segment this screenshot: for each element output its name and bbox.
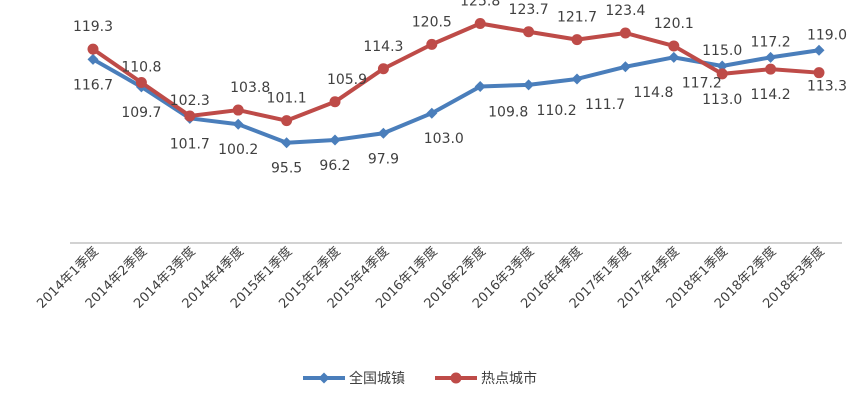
data-label: 109.8	[488, 104, 528, 120]
data-label: 103.0	[424, 131, 464, 147]
data-point	[135, 77, 147, 89]
data-point	[426, 38, 438, 50]
data-point	[87, 53, 99, 65]
data-label: 119.3	[73, 19, 113, 35]
legend-label: 全国城镇	[349, 370, 405, 387]
data-label: 95.5	[271, 161, 302, 177]
data-point	[813, 67, 825, 79]
data-point	[232, 104, 244, 116]
data-point	[377, 63, 389, 75]
series-layer	[87, 18, 825, 149]
data-point	[474, 18, 486, 30]
data-label: 101.7	[170, 136, 210, 152]
data-label: 101.1	[267, 91, 307, 107]
series-line-2	[91, 21, 820, 123]
data-label: 102.3	[170, 93, 210, 109]
legend-label: 热点城市	[481, 370, 537, 387]
data-label: 113.0	[702, 92, 742, 108]
data-label: 109.7	[121, 105, 161, 121]
data-label: 110.2	[537, 103, 577, 119]
data-label: 116.7	[73, 77, 113, 93]
data-point	[619, 61, 631, 73]
legend-marker	[450, 372, 462, 384]
data-label: 114.2	[751, 87, 791, 103]
data-label: 115.0	[702, 43, 742, 59]
data-label: 100.2	[218, 142, 258, 158]
data-point	[668, 51, 680, 63]
legend-marker	[318, 372, 330, 384]
data-label: 123.7	[509, 2, 549, 18]
data-point	[716, 68, 728, 80]
data-point	[619, 27, 631, 39]
data-point	[232, 118, 244, 130]
data-label: 96.2	[319, 158, 350, 174]
data-point	[329, 96, 341, 108]
x-tick-layer: 2014年1季度2014年2季度2014年3季度2014年4季度2015年1季度…	[34, 244, 828, 312]
data-point	[329, 134, 341, 146]
data-label: 125.8	[460, 0, 500, 10]
data-point	[281, 137, 293, 149]
data-label: 119.0	[807, 27, 847, 43]
legend: 全国城镇 热点城市	[303, 370, 537, 387]
data-label: 120.5	[412, 14, 452, 30]
data-label: 111.7	[585, 97, 625, 113]
data-label-layer: 116.7 109.7 101.7 100.2 95.5 96.2 97.9 103.0 109…	[73, 0, 847, 177]
data-label: 120.1	[654, 16, 694, 32]
data-point	[523, 26, 535, 38]
data-label: 123.4	[605, 3, 645, 19]
data-point	[523, 79, 535, 91]
data-label: 121.7	[557, 10, 597, 26]
data-label: 117.2	[751, 34, 791, 50]
data-point	[281, 115, 293, 127]
data-point	[474, 80, 486, 92]
data-point	[571, 73, 583, 85]
data-point	[716, 60, 728, 72]
data-label: 117.2	[682, 75, 722, 91]
data-label: 114.3	[363, 39, 403, 55]
data-point	[87, 43, 99, 55]
data-point	[765, 63, 777, 75]
data-point	[571, 34, 583, 46]
data-label: 113.3	[807, 79, 847, 95]
data-label: 97.9	[368, 151, 399, 167]
data-point	[426, 107, 438, 119]
data-point	[377, 127, 389, 139]
data-point	[668, 40, 680, 52]
data-label: 110.8	[121, 60, 161, 76]
data-label: 114.8	[633, 85, 673, 101]
data-label: 103.8	[230, 80, 270, 96]
data-point	[184, 110, 196, 122]
data-point	[765, 51, 777, 63]
data-label: 105.9	[327, 72, 367, 88]
data-point	[813, 44, 825, 56]
